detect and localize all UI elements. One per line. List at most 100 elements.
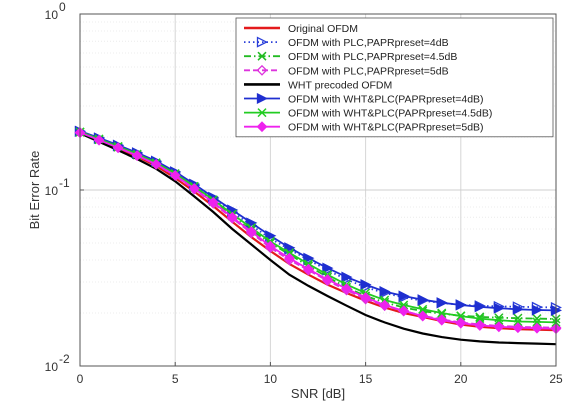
- data-point: [398, 290, 410, 302]
- series-group: [74, 127, 562, 335]
- legend-label: Original OFDM: [288, 23, 358, 35]
- data-point: [455, 299, 467, 311]
- data-point: [475, 314, 485, 324]
- data-point: [322, 262, 334, 274]
- legend-box: [235, 17, 554, 138]
- data-point: [188, 183, 200, 194]
- data-point: [437, 308, 447, 318]
- legend-entry: OFDM with PLC,PAPRpreset=4dB: [244, 36, 449, 49]
- data-point: [531, 304, 543, 316]
- data-point: [379, 299, 391, 311]
- data-point: [532, 317, 542, 327]
- data-point: [303, 252, 315, 264]
- data-point-stroke: [475, 312, 485, 322]
- data-point: [493, 302, 505, 314]
- data-point: [256, 36, 268, 48]
- data-point: [257, 51, 267, 61]
- data-point: [436, 314, 448, 326]
- data-point: [360, 292, 372, 303]
- legend-label: OFDM with WHT&PLC(PAPRpreset=4.5dB): [288, 108, 492, 120]
- data-point-stroke: [437, 308, 447, 318]
- legend-entry: OFDM with WHT&PLC(PAPRpreset=4dB): [244, 92, 484, 106]
- data-point: [341, 283, 352, 295]
- data-point: [474, 301, 486, 313]
- x-tick-label: 0: [77, 372, 84, 386]
- y-tick-label: 10: [45, 184, 59, 198]
- data-point: [265, 230, 277, 242]
- data-point: [493, 321, 505, 333]
- data-point: [474, 320, 486, 331]
- data-point: [112, 142, 124, 154]
- data-point: [93, 134, 105, 146]
- y-tick-exponent: -2: [59, 352, 70, 366]
- data-point-stroke: [475, 314, 485, 324]
- data-point: [360, 279, 372, 291]
- x-tick-label: 20: [454, 372, 468, 386]
- data-point: [150, 158, 162, 170]
- data-point: [256, 64, 268, 76]
- data-point: [455, 317, 467, 329]
- x-tick-label: 10: [264, 372, 278, 386]
- data-point: [418, 304, 428, 314]
- legend-entry: OFDM with WHT&PLC(PAPRpreset=5dB): [244, 121, 484, 134]
- data-point: [131, 150, 143, 161]
- data-point: [399, 300, 409, 310]
- x-tick-label: 5: [172, 372, 179, 386]
- data-point: [256, 92, 268, 105]
- y-axis-label: Bit Error Rate: [27, 151, 42, 230]
- data-point-stroke: [257, 108, 267, 118]
- x-tick-label: 15: [359, 372, 373, 386]
- data-point: [257, 108, 267, 118]
- series-group: [79, 132, 557, 346]
- y-tick-exponent: -1: [59, 176, 70, 190]
- series-line: [79, 131, 557, 320]
- legend-label: OFDM with WHT&PLC(PAPRpreset=4dB): [288, 94, 484, 106]
- data-point: [512, 322, 524, 334]
- data-point: [303, 263, 314, 275]
- data-point: [512, 303, 524, 315]
- data-point-stroke: [456, 311, 466, 321]
- data-point-stroke: [494, 315, 504, 325]
- data-point-stroke: [513, 316, 523, 327]
- data-point: [264, 240, 276, 252]
- legend-label: WHT precoded OFDM: [288, 79, 392, 91]
- legend-entry: OFDM with PLC,PAPRpreset=5dB: [244, 64, 449, 77]
- data-point: [226, 211, 238, 223]
- series-line: [79, 132, 557, 346]
- y-tick-label: 10: [45, 8, 59, 22]
- data-point: [456, 311, 466, 321]
- x-tick-label: 25: [549, 372, 563, 386]
- data-point: [169, 170, 181, 181]
- data-point: [341, 271, 353, 283]
- legend-entry: OFDM with PLC,PAPRpreset=4.5dB: [244, 51, 457, 63]
- data-point: [494, 315, 504, 325]
- data-point-stroke: [532, 317, 542, 327]
- data-point: [245, 226, 257, 238]
- data-point-stroke: [257, 51, 267, 61]
- data-point: [513, 316, 523, 327]
- legend-label: OFDM with PLC,PAPRpreset=5dB: [288, 65, 449, 77]
- series-layer: [74, 125, 562, 346]
- legend-label: OFDM with WHT&PLC(PAPRpreset=5dB): [288, 122, 484, 134]
- data-point: [284, 252, 295, 264]
- legend-entry: OFDM with WHT&PLC(PAPRpreset=4.5dB): [244, 108, 492, 120]
- legend-label: OFDM with PLC,PAPRpreset=4dB: [288, 37, 449, 49]
- legend: Original OFDM OFDM with PLC,PAPRpreset=4d…: [235, 17, 554, 138]
- legend-label: OFDM with PLC,PAPRpreset=4.5dB: [288, 51, 457, 63]
- data-point: [398, 305, 410, 317]
- y-tick-label: 10: [45, 360, 59, 374]
- x-axis-label: SNR [dB]: [291, 386, 345, 401]
- data-point: [379, 285, 391, 298]
- data-point: [322, 274, 333, 285]
- data-point-stroke: [399, 300, 409, 310]
- legend-entry: WHT precoded OFDM: [244, 79, 392, 91]
- data-point: [417, 310, 429, 322]
- data-point: [531, 322, 543, 334]
- legend-entry: Original OFDM: [244, 23, 358, 35]
- data-point: [256, 121, 268, 133]
- data-point: [417, 294, 429, 306]
- data-point-stroke: [418, 304, 428, 314]
- data-point: [436, 297, 448, 309]
